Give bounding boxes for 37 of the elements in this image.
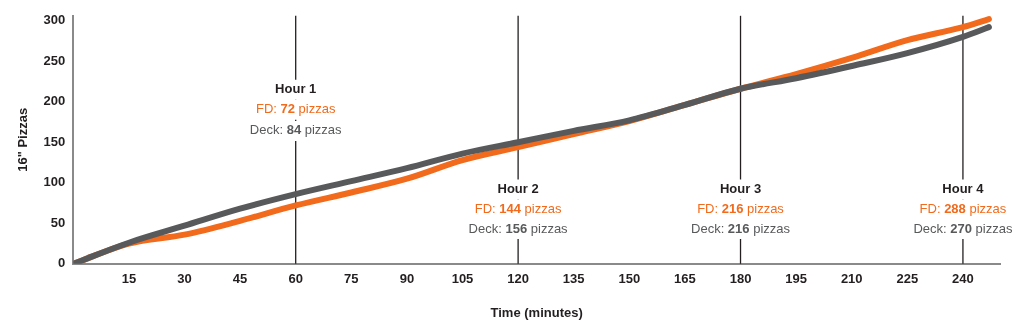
x-tick-label: 105 [451, 271, 474, 287]
x-tick-label: 30 [177, 271, 192, 287]
x-tick-label: 90 [399, 271, 415, 287]
annotation: FD: 72 pizzas [255, 101, 336, 117]
ref-line-label: Hour 2 [497, 181, 539, 197]
x-tick-label: 135 [562, 271, 585, 287]
x-tick-label: 195 [785, 271, 807, 287]
annotation: FD: 288 pizzas [919, 201, 1007, 217]
y-tick-label: 200 [43, 93, 66, 109]
x-tick-label: 150 [618, 271, 641, 287]
y-tick-label: 150 [43, 133, 66, 149]
x-tick-label: 75 [344, 271, 359, 287]
annotation: Deck: 156 pizzas [468, 220, 569, 236]
annotation: Deck: 270 pizzas [913, 220, 1013, 236]
annotation: Deck: 216 pizzas [691, 220, 791, 236]
x-tick-label: 45 [232, 271, 248, 287]
ref-line-label: Hour 1 [275, 81, 317, 97]
x-tick-label: 210 [840, 271, 863, 287]
x-axis-title: Time (minutes) [490, 304, 583, 320]
y-tick-label: 100 [43, 174, 66, 190]
x-tick-label: 60 [288, 271, 303, 287]
y-axis-title: 16" Pizzas [15, 107, 31, 172]
annotation: FD: 216 pizzas [697, 201, 785, 217]
y-tick-label: 250 [43, 52, 66, 68]
x-tick-label: 165 [674, 271, 696, 287]
x-tick-label: 180 [729, 271, 752, 287]
y-tick-label: 50 [50, 214, 66, 230]
ref-line-label: Hour 3 [719, 181, 762, 197]
annotation: Deck: 84 pizzas [249, 122, 343, 138]
x-tick-label: 120 [507, 271, 529, 287]
x-tick-label: 240 [952, 271, 974, 287]
y-tick-label: 300 [43, 12, 66, 28]
y-tick-label: 0 [58, 255, 66, 271]
annotation: FD: 144 pizzas [474, 201, 562, 217]
ref-line-label: Hour 4 [942, 181, 985, 197]
x-tick-label: 15 [121, 271, 137, 287]
x-tick-label: 225 [896, 271, 919, 287]
